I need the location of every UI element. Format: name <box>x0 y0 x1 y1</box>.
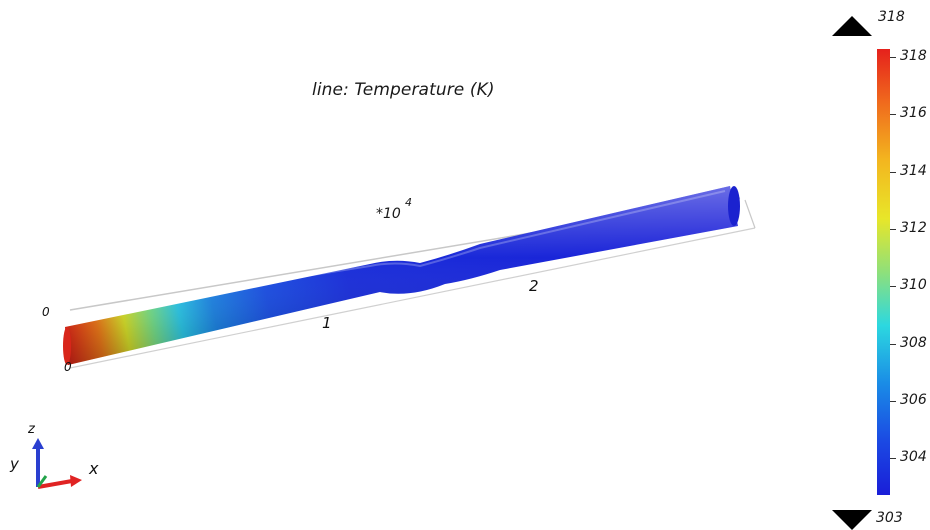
triad-x-label: x <box>89 459 99 478</box>
scale-factor-exponent: 4 <box>405 196 412 209</box>
pipe-start-cap <box>63 327 71 365</box>
colorbar-tick-label: 312 <box>900 219 927 236</box>
colorbar-min-label: 303 <box>876 510 903 526</box>
pipe-highlight <box>119 190 726 306</box>
pipe-scene <box>32 186 756 489</box>
colorbar-tick-mark <box>890 57 896 58</box>
line-tick-1-label: 1 <box>322 314 332 332</box>
pipe-end-cap <box>728 186 740 226</box>
colorbar-tick-mark <box>890 228 896 230</box>
axes-triad <box>32 438 82 489</box>
colorbar-max-label: 318 <box>878 9 905 25</box>
z-axis-head <box>32 438 44 449</box>
scale-factor: *10 <box>376 206 401 222</box>
colorbar-tick-mark <box>890 458 896 460</box>
colorbar-tick-label: 308 <box>900 334 927 351</box>
plot-title: line: Temperature (K) <box>312 80 495 100</box>
colorbar-tick-label: 306 <box>900 391 927 408</box>
colorbar-tick-mark <box>890 286 896 288</box>
colorbar-tick-mark <box>890 114 896 116</box>
colorbar-tick-label: 318 <box>900 48 927 64</box>
colorbar-tick-label: 314 <box>900 162 927 179</box>
pipe-shading <box>65 186 738 365</box>
frame-line-end <box>744 199 756 229</box>
x-axis-arrow <box>37 479 73 489</box>
triad-y-label: y <box>10 455 19 473</box>
scale-factor-base: *10 <box>376 206 401 222</box>
colorbar-tick-mark <box>890 343 896 345</box>
colorbar-tick-label: 310 <box>900 277 927 294</box>
triad-z-label: z <box>28 422 35 437</box>
colorbar-max-arrow <box>832 16 872 36</box>
y-axis-arrow <box>36 475 48 488</box>
x-axis-head <box>70 475 82 487</box>
colorbar-tick-label: 316 <box>900 105 927 122</box>
line-origin-top-label: 0 <box>42 305 50 319</box>
colorbar-tick-label: 304 <box>900 449 927 466</box>
colorbar-gradient <box>877 49 890 495</box>
line-origin-bottom-label: 0 <box>64 360 72 374</box>
frame-line-bottom <box>69 227 756 369</box>
colorbar-min-arrow <box>832 510 872 530</box>
colorbar-tick-mark <box>890 171 896 173</box>
colorbar-tick-mark <box>890 400 896 402</box>
line-tick-2-label: 2 <box>529 277 539 295</box>
